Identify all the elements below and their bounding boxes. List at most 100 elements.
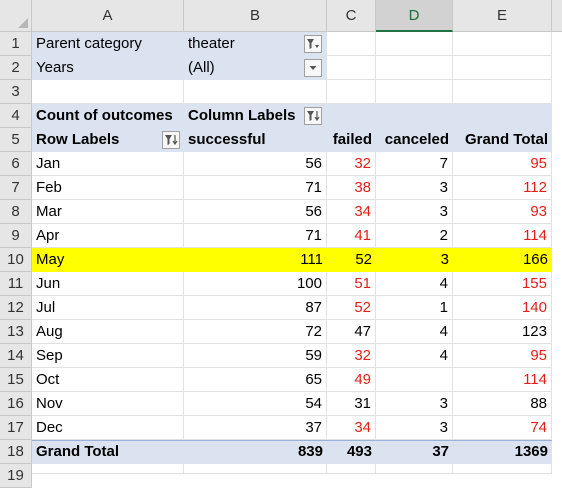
cell-grand-total[interactable]: 95 bbox=[453, 344, 552, 368]
cell-canceled[interactable]: 2 bbox=[376, 224, 453, 248]
filter-applied-button[interactable] bbox=[304, 35, 322, 53]
cell-grand-total[interactable]: 88 bbox=[453, 392, 552, 416]
cell-successful[interactable]: 37 bbox=[184, 416, 327, 440]
cell-successful[interactable]: 71 bbox=[184, 176, 327, 200]
row-header[interactable]: 18 bbox=[0, 440, 32, 464]
cell-grand-total[interactable]: 93 bbox=[453, 200, 552, 224]
cell-grand-total[interactable]: 123 bbox=[453, 320, 552, 344]
cell-successful[interactable]: 111 bbox=[300, 251, 323, 268]
cell-grand-total[interactable]: 112 bbox=[453, 176, 552, 200]
row-header[interactable]: 19 bbox=[0, 464, 32, 488]
column-header-d[interactable]: D bbox=[376, 0, 453, 32]
row-header[interactable]: 6 bbox=[0, 152, 32, 176]
row-label[interactable]: Feb bbox=[32, 176, 184, 200]
cell-canceled[interactable]: 3 bbox=[376, 200, 453, 224]
cell-successful[interactable]: 56 bbox=[184, 200, 327, 224]
row-label[interactable]: Mar bbox=[32, 200, 184, 224]
header-canceled[interactable]: canceled bbox=[384, 131, 449, 148]
row-label[interactable]: Jan bbox=[32, 152, 184, 176]
cell-failed[interactable]: 52 bbox=[327, 296, 376, 320]
cell-canceled[interactable]: 3 bbox=[440, 251, 449, 268]
row-header[interactable]: 3 bbox=[0, 80, 32, 104]
row-label[interactable]: Sep bbox=[32, 344, 184, 368]
grand-total-failed[interactable]: 493 bbox=[346, 443, 372, 460]
row-header[interactable]: 16 bbox=[0, 392, 32, 416]
cell-grand-total[interactable]: 155 bbox=[453, 272, 552, 296]
cell-canceled[interactable]: 4 bbox=[376, 344, 453, 368]
cell-canceled[interactable]: 7 bbox=[376, 152, 453, 176]
cell-canceled[interactable]: 4 bbox=[376, 320, 453, 344]
cell-canceled[interactable]: 1 bbox=[376, 296, 453, 320]
cell-failed[interactable]: 51 bbox=[327, 272, 376, 296]
cell-canceled[interactable]: 3 bbox=[376, 416, 453, 440]
pivot-value-field[interactable]: Count of outcomes bbox=[36, 107, 173, 124]
row-header[interactable]: 7 bbox=[0, 176, 32, 200]
header-successful[interactable]: successful bbox=[188, 131, 266, 148]
row-label[interactable]: Nov bbox=[32, 392, 184, 416]
cell-failed[interactable]: 38 bbox=[327, 176, 376, 200]
cell-grand-total[interactable]: 74 bbox=[453, 416, 552, 440]
row-labels-filter-button[interactable] bbox=[162, 131, 180, 149]
cell-successful[interactable]: 87 bbox=[184, 296, 327, 320]
row-header[interactable]: 1 bbox=[0, 32, 32, 56]
grand-total-successful[interactable]: 839 bbox=[297, 443, 323, 460]
row-label[interactable]: Jul bbox=[32, 296, 184, 320]
row-label[interactable]: Oct bbox=[32, 368, 184, 392]
cell-failed[interactable]: 32 bbox=[327, 344, 376, 368]
row-header[interactable]: 9 bbox=[0, 224, 32, 248]
cell-grand-total[interactable]: 166 bbox=[522, 251, 548, 268]
cell-grand-total[interactable]: 114 bbox=[453, 224, 552, 248]
row-label[interactable]: Aug bbox=[32, 320, 184, 344]
grand-total-canceled[interactable]: 37 bbox=[432, 443, 449, 460]
row-header[interactable]: 14 bbox=[0, 344, 32, 368]
cell-grand-total[interactable]: 114 bbox=[453, 368, 552, 392]
filter-value[interactable]: (All) bbox=[184, 56, 327, 80]
grand-total-label[interactable]: Grand Total bbox=[36, 443, 120, 460]
row-header[interactable]: 11 bbox=[0, 272, 32, 296]
row-label[interactable]: Apr bbox=[32, 224, 184, 248]
cell-canceled[interactable]: 4 bbox=[376, 272, 453, 296]
cell-failed[interactable]: 34 bbox=[327, 416, 376, 440]
cell-canceled[interactable]: 3 bbox=[376, 392, 453, 416]
cell-failed[interactable]: 32 bbox=[327, 152, 376, 176]
cell-successful[interactable]: 56 bbox=[184, 152, 327, 176]
row-label[interactable]: Jun bbox=[32, 272, 184, 296]
row-header[interactable]: 2 bbox=[0, 56, 32, 80]
filter-value[interactable]: theater bbox=[184, 32, 327, 56]
cell-failed[interactable]: 41 bbox=[327, 224, 376, 248]
column-header-c[interactable]: C bbox=[327, 0, 376, 32]
cell-successful[interactable]: 72 bbox=[184, 320, 327, 344]
row-label[interactable]: Dec bbox=[32, 416, 184, 440]
row-header[interactable]: 8 bbox=[0, 200, 32, 224]
cell-grand-total[interactable]: 140 bbox=[453, 296, 552, 320]
row-header[interactable]: 5 bbox=[0, 128, 32, 152]
column-labels-filter-button[interactable] bbox=[304, 107, 322, 125]
cell-canceled[interactable] bbox=[376, 368, 453, 392]
cell-failed[interactable]: 31 bbox=[327, 392, 376, 416]
cell-successful[interactable]: 65 bbox=[184, 368, 327, 392]
cell-failed[interactable]: 47 bbox=[327, 320, 376, 344]
cell-failed[interactable]: 49 bbox=[327, 368, 376, 392]
column-header-f[interactable] bbox=[552, 0, 562, 32]
cell-failed[interactable]: 52 bbox=[355, 251, 372, 268]
filter-dropdown-button[interactable] bbox=[304, 59, 322, 77]
row-header[interactable]: 17 bbox=[0, 416, 32, 440]
cell-canceled[interactable]: 3 bbox=[376, 176, 453, 200]
column-header-e[interactable]: E bbox=[453, 0, 552, 32]
cell-grand-total[interactable]: 95 bbox=[453, 152, 552, 176]
cell-successful[interactable]: 54 bbox=[184, 392, 327, 416]
header-grand-total[interactable]: Grand Total bbox=[464, 131, 548, 148]
cell-successful[interactable]: 59 bbox=[184, 344, 327, 368]
row-label[interactable]: May bbox=[36, 251, 65, 268]
column-header-a[interactable]: A bbox=[32, 0, 184, 32]
row-header[interactable]: 15 bbox=[0, 368, 32, 392]
header-failed[interactable]: failed bbox=[332, 131, 372, 148]
column-header-b[interactable]: B bbox=[184, 0, 327, 32]
cell-successful[interactable]: 71 bbox=[184, 224, 327, 248]
cell-successful[interactable]: 100 bbox=[184, 272, 327, 296]
row-header[interactable]: 4 bbox=[0, 104, 32, 128]
grand-total-total[interactable]: 1369 bbox=[514, 443, 548, 460]
row-header[interactable]: 12 bbox=[0, 296, 32, 320]
row-header[interactable]: 13 bbox=[0, 320, 32, 344]
select-all-corner[interactable] bbox=[0, 0, 32, 32]
